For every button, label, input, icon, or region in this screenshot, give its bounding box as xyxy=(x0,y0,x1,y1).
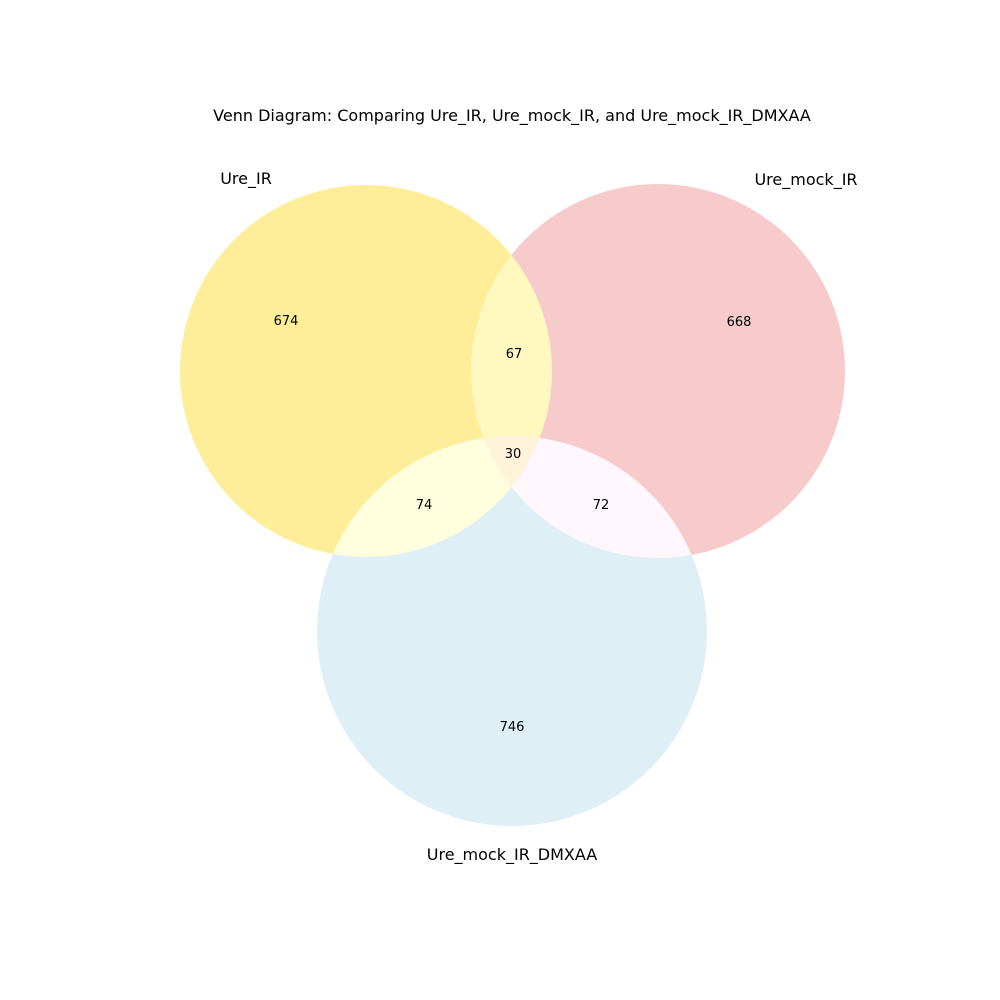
region-ac-overlap xyxy=(317,436,552,557)
set-label-ure-ir: Ure_IR xyxy=(220,169,272,189)
set-label-ure-mock-ir-dmxaa: Ure_mock_IR_DMXAA xyxy=(427,845,598,865)
count-ure-mock-ir-only: 668 xyxy=(727,315,752,330)
diagram-title: Venn Diagram: Comparing Ure_IR, Ure_mock… xyxy=(213,106,811,126)
count-ure-ir-only: 674 xyxy=(274,314,299,329)
count-ac-intersection: 74 xyxy=(416,498,433,513)
count-ure-mock-ir-dmxaa-only: 746 xyxy=(500,720,525,735)
count-abc-intersection: 30 xyxy=(505,447,522,462)
count-ab-intersection: 67 xyxy=(506,347,523,362)
count-bc-intersection: 72 xyxy=(593,498,610,513)
set-label-ure-mock-ir: Ure_mock_IR xyxy=(754,170,857,190)
region-bc-overlap xyxy=(471,436,707,558)
